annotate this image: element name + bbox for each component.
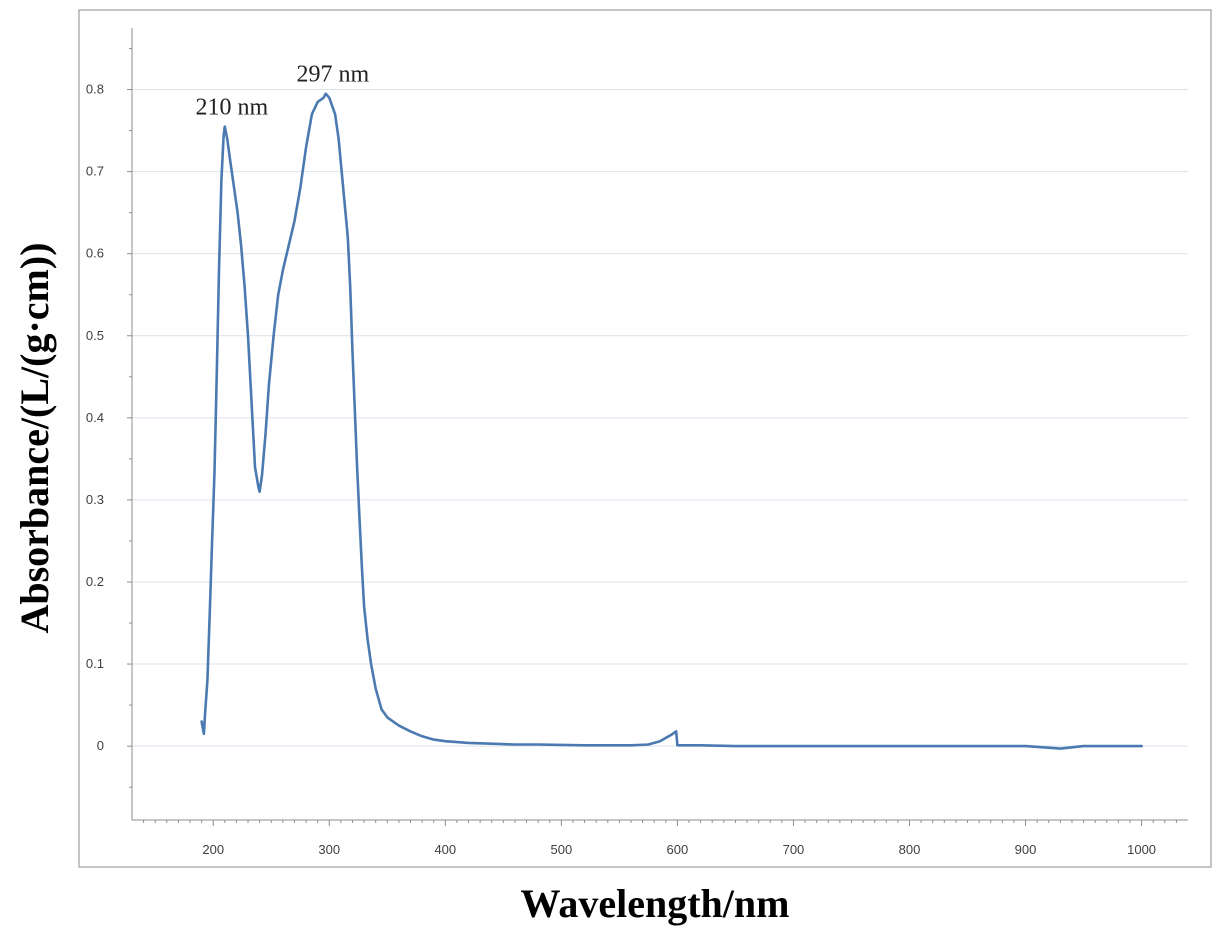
y-tick-label: 0.1 [86, 656, 104, 671]
axis-ticks: 0 0.1 0.2 0.3 0.4 0.5 0.6 0.7 0.8 200 300 400 500 600… [86, 48, 1177, 857]
x-tick-label: 300 [318, 842, 340, 857]
peak-label: 297 nm [296, 62, 369, 88]
y-tick-label: 0 [97, 738, 104, 753]
y-tick-label: 0.6 [86, 246, 104, 261]
x-tick-label: 800 [899, 842, 921, 857]
x-tick-label: 600 [667, 842, 689, 857]
y-tick-label: 0.5 [86, 328, 104, 343]
y-tick-label: 0.2 [86, 574, 104, 589]
y-tick-label: 0.3 [86, 492, 104, 507]
y-tick-label: 0.7 [86, 164, 104, 179]
series-line-absorbance [200, 92, 1143, 750]
y-axis-title: Absorbance/(L/(g·cm)) [12, 242, 57, 633]
y-tick-label: 0.8 [86, 82, 104, 97]
x-tick-label: 1000 [1127, 842, 1156, 857]
peak-annotations: 210 nm 297 nm [195, 62, 369, 121]
x-tick-label: 700 [783, 842, 805, 857]
plot-frame [78, 9, 1212, 868]
x-tick-label: 200 [202, 842, 224, 857]
x-tick-label: 900 [1015, 842, 1037, 857]
gridlines [132, 89, 1188, 747]
plot-area [200, 92, 1143, 750]
y-tick-label: 0.4 [86, 410, 104, 425]
x-tick-label: 500 [551, 842, 573, 857]
x-axis-title: Wavelength/nm [521, 881, 790, 926]
peak-label: 210 nm [195, 94, 268, 120]
x-tick-label: 400 [434, 842, 456, 857]
